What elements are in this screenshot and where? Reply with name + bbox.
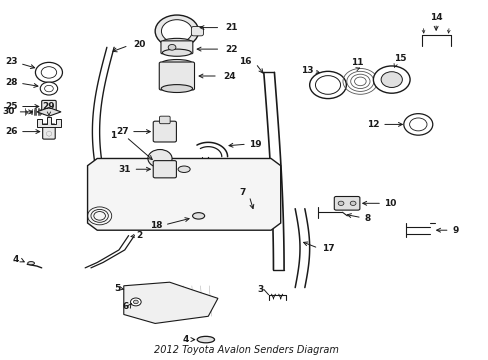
Ellipse shape	[197, 336, 214, 343]
Circle shape	[40, 82, 58, 95]
Text: 23: 23	[5, 57, 18, 66]
Circle shape	[373, 66, 409, 93]
Text: 2012 Toyota Avalon Senders Diagram: 2012 Toyota Avalon Senders Diagram	[154, 345, 339, 355]
Circle shape	[41, 67, 57, 78]
Text: ⬡: ⬡	[46, 130, 52, 136]
FancyBboxPatch shape	[191, 27, 203, 36]
Text: 29: 29	[42, 102, 55, 111]
Text: 25: 25	[5, 102, 18, 111]
Circle shape	[130, 298, 141, 306]
Text: 27: 27	[116, 127, 128, 136]
Ellipse shape	[178, 166, 190, 172]
Text: 12: 12	[366, 120, 379, 129]
Text: 24: 24	[223, 72, 235, 81]
Text: 18: 18	[150, 221, 162, 230]
Circle shape	[35, 62, 62, 82]
Text: 6: 6	[122, 302, 128, 311]
Text: 28: 28	[5, 78, 18, 87]
Text: 2: 2	[136, 231, 142, 240]
Ellipse shape	[162, 49, 191, 56]
FancyBboxPatch shape	[159, 116, 170, 124]
Ellipse shape	[162, 39, 191, 45]
Ellipse shape	[28, 262, 34, 265]
Text: 19: 19	[249, 140, 262, 149]
Text: 30: 30	[3, 107, 15, 116]
Text: 26: 26	[5, 127, 18, 136]
FancyBboxPatch shape	[161, 41, 192, 54]
FancyBboxPatch shape	[153, 121, 176, 142]
Text: 4: 4	[182, 335, 188, 344]
Circle shape	[168, 44, 176, 50]
Circle shape	[155, 15, 198, 47]
FancyBboxPatch shape	[153, 161, 176, 178]
Circle shape	[315, 76, 340, 94]
FancyBboxPatch shape	[159, 62, 194, 90]
FancyBboxPatch shape	[41, 100, 56, 113]
Circle shape	[338, 201, 343, 206]
Text: 8: 8	[364, 214, 370, 223]
Circle shape	[147, 149, 172, 167]
Circle shape	[44, 85, 53, 92]
Polygon shape	[123, 282, 218, 323]
Circle shape	[309, 71, 346, 99]
Text: 1: 1	[110, 131, 116, 140]
Text: 5: 5	[114, 284, 120, 293]
FancyBboxPatch shape	[42, 124, 55, 139]
Text: 11: 11	[350, 58, 363, 67]
Circle shape	[409, 118, 426, 131]
Circle shape	[349, 201, 355, 206]
Text: 22: 22	[224, 45, 237, 54]
Text: 21: 21	[224, 23, 237, 32]
Text: 7: 7	[239, 188, 245, 197]
Ellipse shape	[161, 85, 192, 93]
Text: 31: 31	[118, 165, 131, 174]
Text: 9: 9	[451, 226, 458, 235]
Text: 16: 16	[239, 57, 251, 66]
Text: 15: 15	[393, 54, 406, 63]
Text: 17: 17	[321, 244, 334, 253]
Circle shape	[380, 72, 402, 87]
Text: 10: 10	[384, 199, 396, 208]
Polygon shape	[37, 117, 61, 127]
Circle shape	[403, 114, 432, 135]
Text: 13: 13	[301, 66, 313, 75]
Ellipse shape	[161, 59, 192, 67]
Text: 14: 14	[429, 13, 442, 22]
Circle shape	[133, 300, 138, 304]
Polygon shape	[87, 158, 280, 230]
FancyBboxPatch shape	[334, 197, 359, 210]
Text: 4: 4	[13, 255, 19, 264]
Ellipse shape	[192, 213, 204, 219]
Circle shape	[161, 20, 192, 42]
Polygon shape	[37, 108, 61, 116]
Text: 3: 3	[257, 285, 263, 294]
Text: 20: 20	[133, 40, 145, 49]
